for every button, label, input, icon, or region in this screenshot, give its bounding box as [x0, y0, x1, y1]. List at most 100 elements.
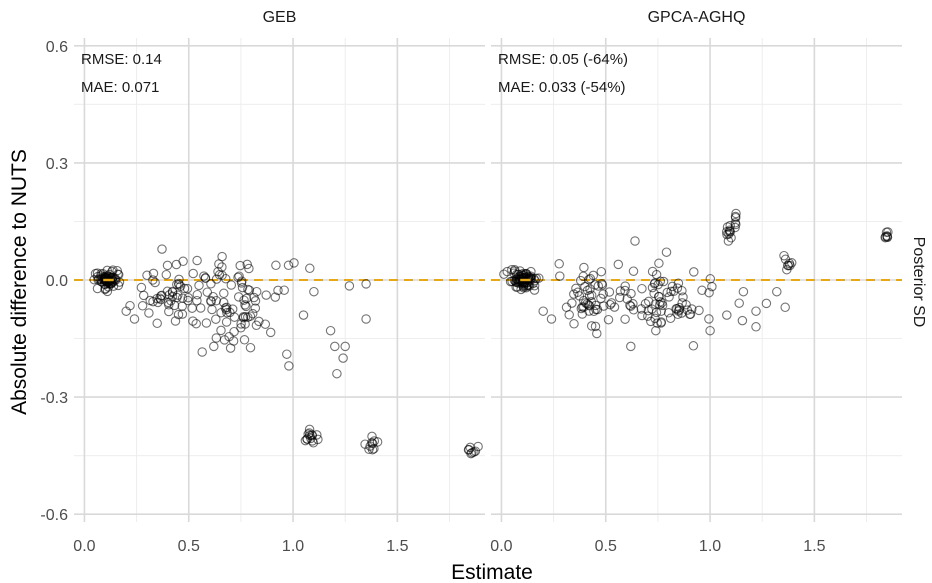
data-point — [598, 289, 608, 299]
data-point — [102, 286, 113, 297]
data-point — [522, 277, 533, 288]
data-point — [367, 431, 377, 442]
data-point — [596, 266, 607, 277]
data-point — [593, 281, 604, 291]
data-point — [244, 263, 254, 274]
data-point — [597, 280, 608, 290]
data-point — [226, 280, 237, 290]
data-point — [260, 319, 271, 329]
data-point — [170, 316, 181, 326]
data-point — [761, 298, 772, 309]
data-point — [592, 328, 602, 339]
data-point — [219, 288, 229, 299]
data-point — [148, 275, 158, 285]
data-point — [161, 269, 172, 280]
data-point — [282, 349, 292, 359]
data-point — [209, 341, 219, 352]
data-point — [162, 286, 173, 297]
data-point — [235, 260, 245, 271]
data-point — [270, 292, 281, 302]
data-point — [722, 310, 732, 320]
x-tick-label: 1.5 — [386, 538, 408, 555]
data-point — [626, 301, 636, 311]
data-point — [241, 293, 252, 304]
stat-label: MAE: 0.071 — [81, 79, 159, 96]
data-point — [569, 319, 579, 329]
data-point — [650, 313, 660, 324]
data-point — [138, 290, 149, 301]
data-point — [881, 227, 892, 238]
data-point — [584, 274, 594, 285]
data-point — [473, 441, 483, 452]
data-point — [655, 276, 666, 287]
data-point — [730, 211, 741, 222]
data-point — [279, 285, 289, 295]
data-point — [654, 291, 664, 302]
data-point — [250, 303, 261, 313]
data-point — [178, 256, 188, 267]
data-point — [661, 247, 672, 257]
data-point — [656, 306, 666, 316]
data-point — [637, 310, 647, 321]
data-point — [239, 295, 249, 305]
data-point — [666, 286, 676, 297]
data-point — [129, 314, 140, 324]
data-point — [630, 236, 640, 246]
data-point — [546, 314, 557, 324]
data-point — [202, 287, 213, 297]
data-point — [613, 259, 624, 270]
data-point — [192, 295, 202, 306]
data-point — [300, 435, 311, 446]
data-point — [273, 285, 283, 296]
data-point — [211, 314, 221, 324]
data-point — [664, 292, 674, 302]
data-point — [289, 258, 299, 268]
data-point — [240, 300, 250, 310]
x-tick-label: 0.0 — [73, 538, 95, 555]
data-point — [340, 341, 350, 352]
panel-layer: 0.0 0.5 1.0 1.5 0.6 0.3 0.0 -0.3 -0.6 GEB RMSE: 0.… — [40, 9, 902, 555]
data-point — [332, 368, 342, 379]
data-point — [243, 284, 253, 295]
x-tick-label: 0.5 — [595, 538, 617, 555]
data-point — [265, 327, 276, 338]
data-point — [731, 208, 741, 219]
data-point — [113, 269, 123, 279]
data-point — [217, 251, 227, 262]
data-point — [211, 295, 222, 306]
data-point — [166, 296, 176, 306]
data-point — [192, 255, 202, 266]
data-point — [652, 318, 662, 328]
data-point — [578, 302, 589, 312]
data-point — [738, 286, 749, 297]
data-point — [620, 285, 630, 296]
data-point — [211, 333, 222, 343]
data-point — [361, 279, 371, 289]
data-point — [174, 274, 184, 285]
data-point — [614, 292, 625, 303]
data-point — [242, 259, 252, 270]
y-tick-label: 0.0 — [46, 273, 68, 290]
data-point — [199, 271, 209, 281]
data-point — [309, 286, 319, 297]
data-point — [157, 244, 167, 254]
data-point — [665, 313, 676, 324]
data-point — [156, 294, 166, 305]
data-point — [164, 306, 174, 317]
data-point — [674, 305, 684, 315]
facet-title: GEB — [263, 9, 297, 26]
data-point — [177, 309, 188, 319]
x-tick-label: 0.0 — [490, 538, 512, 555]
data-point — [216, 307, 226, 318]
data-point — [150, 277, 160, 288]
points-group — [499, 208, 893, 352]
y-axis-title: Absolute difference to NUTS — [8, 149, 31, 415]
y-tick-label: 0.3 — [46, 156, 68, 173]
data-point — [662, 287, 673, 298]
data-point — [649, 288, 659, 299]
data-point — [200, 273, 211, 284]
data-point — [582, 299, 592, 309]
x-tick-label: 0.5 — [178, 538, 200, 555]
data-point — [585, 284, 595, 294]
